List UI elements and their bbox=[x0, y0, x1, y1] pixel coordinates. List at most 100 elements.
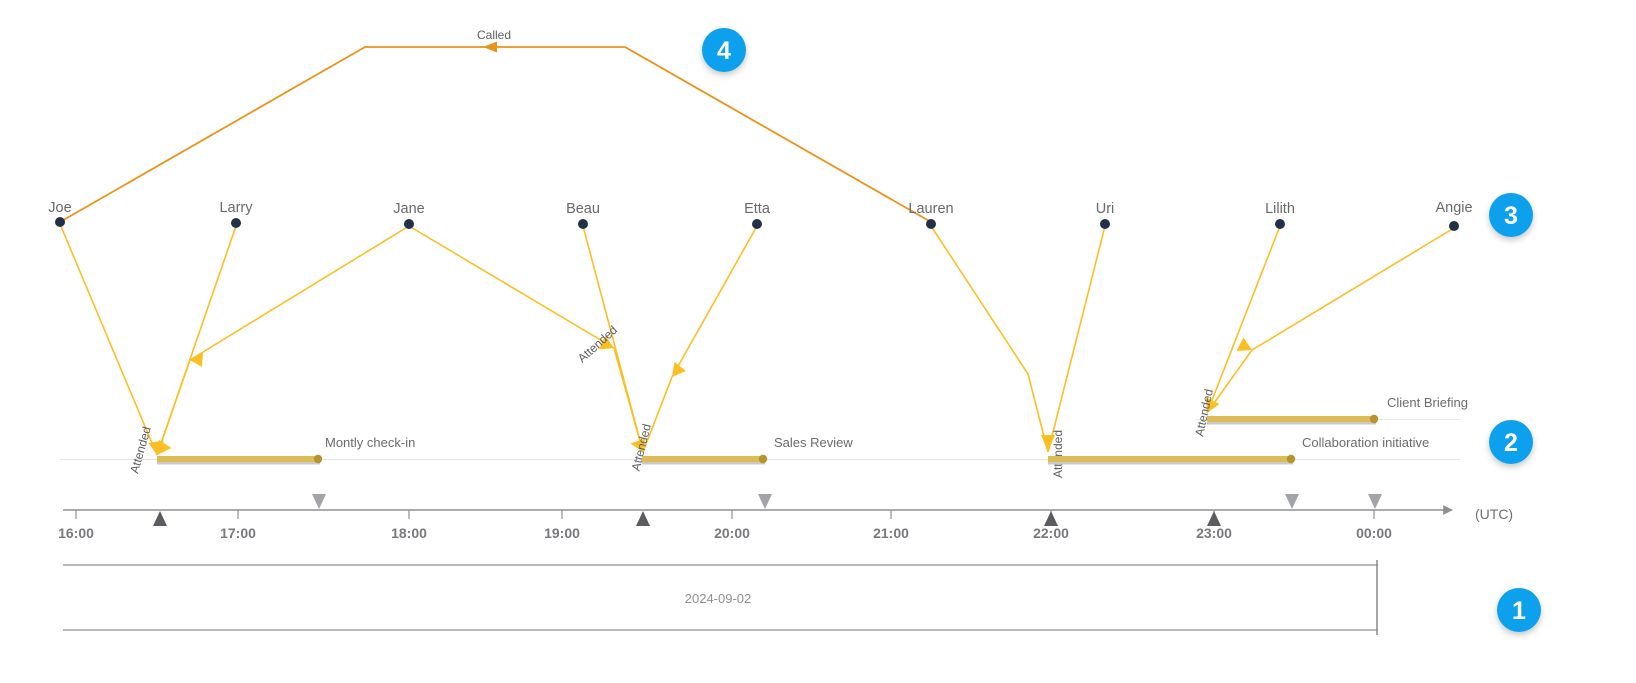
badge-circle bbox=[702, 28, 746, 72]
person-node-lauren[interactable]: Lauren bbox=[908, 201, 954, 229]
axis-tick-label: 16:00 bbox=[58, 525, 94, 541]
callout-badge-2[interactable]: 2 bbox=[1489, 420, 1533, 464]
event-end-dot bbox=[313, 454, 323, 464]
date-band-label: 2024-09-02 bbox=[685, 591, 752, 606]
axis-ticks bbox=[75, 510, 1375, 519]
badge-number: 4 bbox=[717, 37, 731, 65]
axis-marker-down[interactable] bbox=[1285, 494, 1299, 509]
edge-attended-etta-sales[interactable] bbox=[642, 225, 758, 453]
edge-attended-uri-collab[interactable] bbox=[1047, 225, 1106, 453]
axis-tick-label: 21:00 bbox=[873, 525, 909, 541]
axis-tick-label: 23:00 bbox=[1196, 525, 1232, 541]
person-node-uri[interactable]: Uri bbox=[1096, 201, 1115, 229]
attended-arrowhead bbox=[1041, 435, 1055, 452]
event-bar-client-briefing[interactable]: Client Briefing bbox=[1207, 395, 1468, 425]
person-label: Uri bbox=[1096, 201, 1115, 217]
attended-arrowhead bbox=[1236, 337, 1252, 351]
badge-number: 1 bbox=[1512, 597, 1526, 625]
axis-event-start-markers[interactable] bbox=[153, 511, 1221, 526]
edge-attended-beau-sales[interactable] bbox=[582, 225, 645, 453]
person-label: Larry bbox=[219, 200, 253, 216]
person-node-beau[interactable]: Beau bbox=[566, 201, 600, 229]
axis-tick-label: 18:00 bbox=[391, 525, 427, 541]
person-label: Lilith bbox=[1265, 201, 1295, 217]
callout-badge-3[interactable]: 3 bbox=[1489, 193, 1533, 237]
axis-marker-up[interactable] bbox=[1044, 511, 1058, 526]
event-bar-sales-review[interactable]: Sales Review bbox=[642, 435, 853, 465]
edge-attended-lauren-collab[interactable] bbox=[930, 225, 1049, 453]
badge-circle bbox=[1497, 588, 1541, 632]
person-label: Jane bbox=[393, 201, 424, 217]
axis-tick-label: 00:00 bbox=[1356, 525, 1392, 541]
person-dot bbox=[231, 218, 241, 228]
event-end-dot bbox=[758, 454, 768, 464]
person-node-joe[interactable]: Joe bbox=[48, 200, 72, 227]
person-node-lilith[interactable]: Lilith bbox=[1265, 201, 1295, 229]
person-dot bbox=[1100, 219, 1110, 229]
event-end-dot bbox=[1286, 454, 1296, 464]
badge-number: 3 bbox=[1504, 202, 1518, 230]
edge-called-lauren-joe[interactable]: Called bbox=[59, 28, 932, 223]
event-label-client-briefing: Client Briefing bbox=[1387, 395, 1468, 410]
person-dot bbox=[926, 219, 936, 229]
person-dot bbox=[752, 219, 762, 229]
event-label-sales-review: Sales Review bbox=[774, 435, 853, 450]
edge-label-attended-client: Attended bbox=[1192, 388, 1216, 438]
event-label-collaboration-initiative: Collaboration initiative bbox=[1302, 435, 1429, 450]
axis-marker-up[interactable] bbox=[153, 511, 167, 526]
axis-marker-up[interactable] bbox=[636, 511, 650, 526]
person-label: Beau bbox=[566, 201, 600, 217]
axis-marker-down[interactable] bbox=[1368, 494, 1382, 509]
time-axis: 16:00 17:00 18:00 19:00 20:00 21:00 22:0… bbox=[58, 494, 1513, 541]
attended-arrowhead bbox=[672, 362, 686, 377]
callout-badge-4[interactable]: 4 bbox=[702, 28, 746, 72]
called-arrowhead bbox=[483, 41, 497, 53]
axis-tick-label: 22:00 bbox=[1033, 525, 1069, 541]
person-node-larry[interactable]: Larry bbox=[219, 200, 253, 228]
person-label: Lauren bbox=[908, 201, 953, 217]
axis-tick-label: 19:00 bbox=[544, 525, 580, 541]
event-baseline-row bbox=[60, 419, 1460, 460]
person-dot bbox=[55, 217, 65, 227]
timezone-label: (UTC) bbox=[1475, 506, 1513, 522]
axis-tick-label: 17:00 bbox=[220, 525, 256, 541]
edge-attended-collab-arrowhead bbox=[1041, 435, 1055, 452]
person-node-angie[interactable]: Angie bbox=[1435, 200, 1473, 231]
badge-number: 2 bbox=[1504, 429, 1518, 457]
edge-attended-jane-monthly[interactable] bbox=[156, 225, 410, 456]
event-bar-collaboration-initiative[interactable]: Collaboration initiative bbox=[1048, 435, 1429, 465]
person-node-jane[interactable]: Jane bbox=[393, 201, 425, 229]
axis-tick-label: 20:00 bbox=[714, 525, 750, 541]
person-node-etta[interactable]: Etta bbox=[744, 201, 771, 229]
edge-attended-lilith-client[interactable] bbox=[1206, 225, 1281, 414]
axis-marker-down[interactable] bbox=[312, 494, 326, 509]
person-label: Angie bbox=[1435, 200, 1472, 216]
badge-circle bbox=[1489, 193, 1533, 237]
person-dot bbox=[1449, 221, 1459, 231]
person-dot bbox=[578, 219, 588, 229]
axis-marker-up[interactable] bbox=[1207, 511, 1221, 526]
badge-circle bbox=[1489, 420, 1533, 464]
date-band[interactable]: 2024-09-02 bbox=[63, 560, 1378, 635]
axis-event-end-markers[interactable] bbox=[312, 494, 1382, 509]
attended-arrowhead bbox=[630, 438, 645, 452]
event-end-dot bbox=[1369, 414, 1379, 424]
edge-attended-joe-monthly[interactable] bbox=[59, 223, 164, 456]
event-bar-monthly-checkin[interactable]: Montly check-in bbox=[157, 435, 415, 465]
edge-label-attended-monthly: Attended bbox=[127, 425, 154, 475]
person-dot bbox=[1275, 219, 1285, 229]
edge-label-attended-collab: Attended bbox=[1051, 430, 1065, 478]
person-label: Etta bbox=[744, 201, 771, 217]
attended-arrowhead bbox=[598, 336, 614, 350]
edge-attended-angie-client[interactable] bbox=[1206, 227, 1455, 414]
callout-badge-1[interactable]: 1 bbox=[1497, 588, 1541, 632]
edge-label-called: Called bbox=[477, 28, 511, 42]
attended-arrowhead bbox=[190, 352, 203, 367]
event-label-monthly-checkin: Montly check-in bbox=[325, 435, 415, 450]
axis-marker-down[interactable] bbox=[758, 494, 772, 509]
person-label: Joe bbox=[48, 200, 71, 216]
person-dot bbox=[404, 219, 414, 229]
edge-label-attended-sales-right: Attended bbox=[629, 422, 654, 472]
